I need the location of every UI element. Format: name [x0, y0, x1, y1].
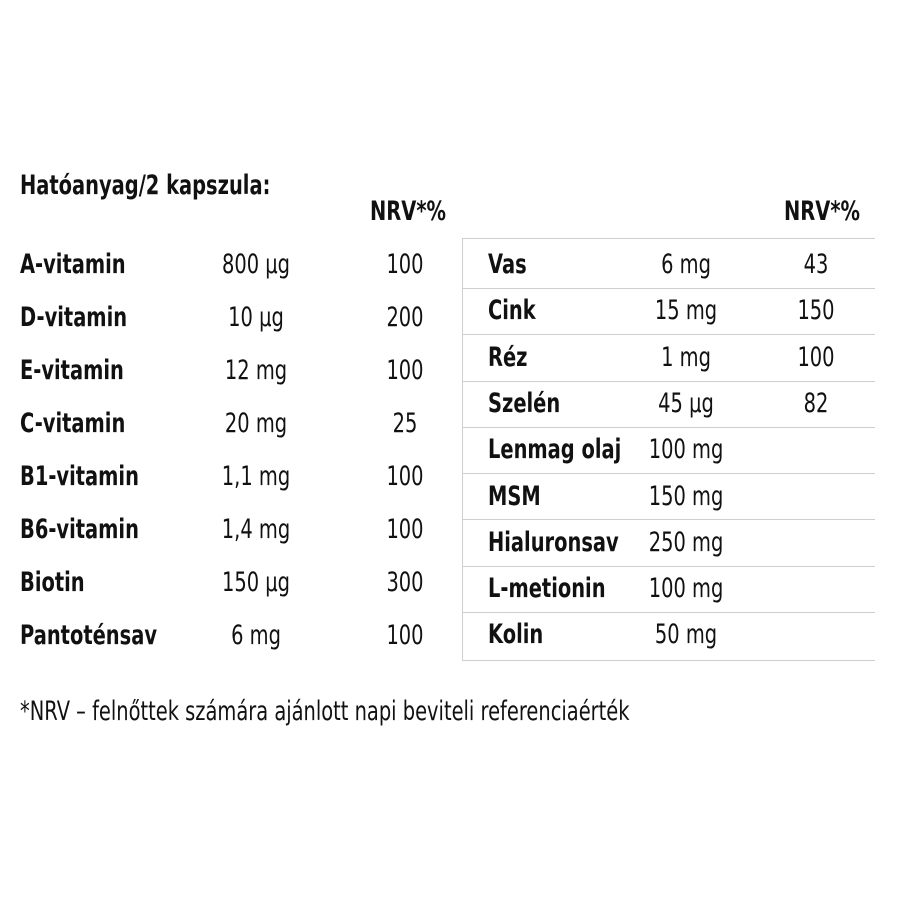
ingredient: Hialuronsav	[488, 526, 619, 558]
ingredient: C-vitamin	[20, 408, 126, 439]
ingredient: MSM	[488, 480, 541, 512]
ingredient: B6-vitamin	[20, 514, 139, 545]
ingredient: Réz	[488, 341, 528, 373]
title: Hatóanyag/2 kapszula:	[20, 170, 271, 201]
divider	[462, 238, 463, 660]
column-header: NRV*%	[370, 196, 446, 227]
ingredient: Biotin	[20, 567, 85, 598]
amount: 45 µg	[658, 387, 714, 419]
amount: 250 mg	[648, 526, 724, 558]
nrv: 100	[386, 620, 424, 651]
amount: 12 mg	[224, 355, 288, 386]
amount: 6 mg	[661, 249, 711, 280]
row-rule	[462, 660, 875, 661]
amount: 150 µg	[222, 567, 290, 598]
nrv: 100	[386, 249, 424, 280]
nrv: 100	[386, 461, 424, 492]
ingredient: Cink	[488, 295, 536, 327]
amount: 1,4 mg	[221, 514, 291, 545]
amount: 20 mg	[224, 408, 288, 439]
row-rule	[462, 473, 875, 474]
ingredient: Lenmag olaj	[488, 434, 622, 466]
amount: 6 mg	[231, 620, 281, 651]
nrv: 100	[797, 341, 835, 373]
ingredient: Kolin	[488, 619, 544, 651]
amount: 100 mg	[648, 573, 724, 605]
ingredient: Vas	[488, 249, 527, 280]
nrv: 43	[803, 249, 829, 280]
rule	[462, 238, 875, 239]
row-rule	[462, 334, 875, 335]
row-rule	[462, 381, 875, 382]
nrv: 150	[797, 295, 835, 327]
row-rule	[462, 427, 875, 428]
ingredient: E-vitamin	[20, 355, 124, 386]
ingredient: Szelén	[488, 387, 561, 419]
nrv: 82	[803, 387, 829, 419]
nrv: 300	[386, 567, 424, 598]
amount: 10 µg	[228, 302, 284, 333]
amount: 15 mg	[654, 295, 718, 327]
amount: 800 µg	[222, 249, 290, 280]
amount: 150 mg	[648, 480, 724, 512]
nrv: 100	[386, 355, 424, 386]
nrv: 25	[392, 408, 418, 439]
footnote: *NRV – felnőttek számára ajánlott napi b…	[20, 696, 630, 727]
column-header: NRV*%	[784, 196, 860, 227]
row-rule	[462, 566, 875, 567]
row-rule	[462, 612, 875, 613]
ingredient: B1-vitamin	[20, 461, 139, 492]
amount: 1 mg	[661, 341, 711, 373]
amount: 1,1 mg	[221, 461, 291, 492]
ingredient: L-metionin	[488, 573, 606, 605]
row-rule	[462, 519, 875, 520]
ingredient: Pantoténsav	[20, 620, 158, 651]
ingredient: A-vitamin	[20, 249, 126, 280]
amount: 100 mg	[648, 434, 724, 466]
ingredient: D-vitamin	[20, 302, 128, 333]
row-rule	[462, 288, 875, 289]
amount: 50 mg	[654, 619, 718, 651]
nrv: 200	[386, 302, 424, 333]
nrv: 100	[386, 514, 424, 545]
